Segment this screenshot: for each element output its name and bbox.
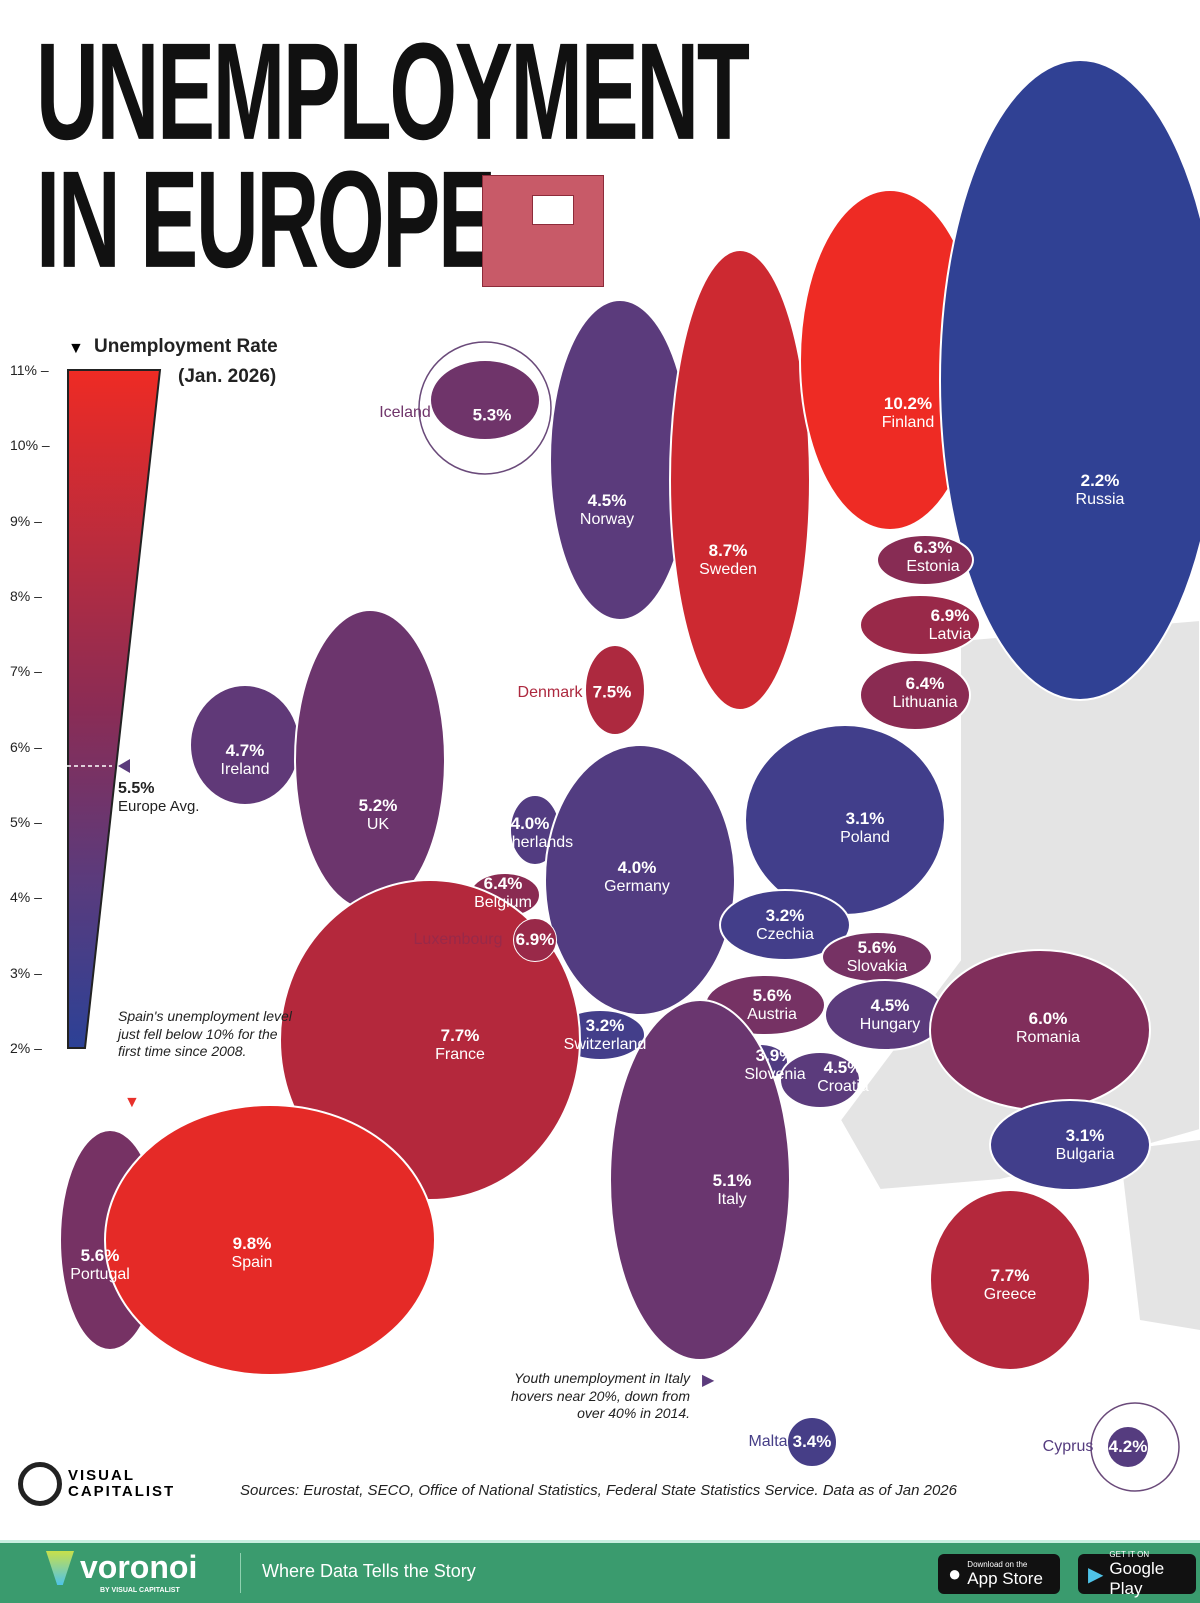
legend-tick-label: 3%	[10, 964, 31, 981]
google-play-small: GET IT ON	[1109, 1549, 1150, 1559]
country-france	[279, 879, 581, 1201]
app-store-small: Download on the	[967, 1559, 1028, 1569]
country-uk	[294, 609, 446, 911]
country-name-luxembourg: Luxembourg	[413, 931, 503, 948]
google-play-button[interactable]: ▶ GET IT ON Google Play	[1078, 1550, 1196, 1598]
legend-tick: 3% –	[10, 964, 42, 981]
title-line-2: IN EUROPE	[36, 141, 496, 297]
legend-tick-label: 7%	[10, 663, 31, 680]
legend-title: Unemployment Rate	[94, 336, 278, 357]
note-spain-arrow-icon: ▼	[124, 1094, 140, 1111]
country-ireland	[189, 684, 301, 806]
legend-tick-label: 11%	[10, 362, 37, 378]
country-poland	[744, 724, 946, 916]
legend-tick: 7% –	[10, 663, 42, 680]
country-germany	[544, 744, 736, 1016]
legend-average-marker	[118, 759, 130, 773]
legend-tick: 11% –	[10, 362, 49, 378]
legend-average: 5.5% Europe Avg.	[118, 780, 199, 815]
app-store-button[interactable]: ● Download on the App Store	[938, 1554, 1060, 1594]
legend-tick: 4% –	[10, 889, 42, 906]
legend-tick: 9% –	[10, 512, 42, 529]
country-estonia	[876, 534, 974, 586]
country-name-malta: Malta	[748, 1433, 788, 1450]
apple-icon: ●	[948, 1561, 962, 1586]
country-spain	[104, 1104, 436, 1376]
inset-circle	[1090, 1402, 1180, 1492]
country-iceland	[429, 359, 541, 441]
legend-tick-label: 9%	[10, 512, 31, 529]
inset-circle	[418, 341, 552, 475]
country-russia	[939, 59, 1200, 701]
legend-scale-bar	[67, 369, 162, 1049]
voronoi-logo-icon	[46, 1551, 74, 1585]
europe-map	[59, 59, 1200, 1492]
country-lithuania	[859, 659, 971, 731]
country-bulgaria	[989, 1099, 1151, 1191]
country-norway	[549, 299, 691, 621]
country-greece	[929, 1189, 1091, 1371]
voronoi-logo[interactable]: voronoi	[80, 1549, 198, 1585]
country-croatia	[779, 1051, 861, 1109]
legend-tick: 8% –	[10, 588, 42, 604]
visual-capitalist-logo: VISUAL CAPITALIST	[18, 1462, 178, 1506]
legend-tick-label: 4%	[10, 889, 31, 906]
note-spain: Spain's unemployment level just fell bel…	[118, 1008, 292, 1059]
footer-bar: voronoi BY VISUAL CAPITALIST Where Data …	[0, 1540, 1200, 1603]
legend-tick: 10% –	[10, 437, 50, 454]
legend-tick: 2% –	[10, 1040, 42, 1056]
country-romania	[929, 949, 1151, 1111]
box-illustration-icon	[462, 135, 632, 295]
country-sweden	[669, 249, 811, 711]
legend-subtitle: (Jan. 2026)	[178, 366, 277, 387]
legend-triangle-icon: ▼	[68, 340, 84, 357]
country-value-cyprus: 4.2%	[1107, 1426, 1149, 1468]
legend-tick: 5% –	[10, 814, 42, 830]
note-italy-arrow-icon: ▶	[702, 1372, 715, 1389]
footer-divider	[240, 1553, 241, 1593]
legend-tick: 6% –	[10, 738, 42, 755]
voronoi-logo-sub: BY VISUAL CAPITALIST	[100, 1587, 180, 1594]
country-czechia	[719, 889, 851, 961]
logo-text: VISUAL CAPITALIST	[68, 1466, 176, 1500]
google-play-label: Google Play	[1109, 1558, 1165, 1598]
country-name-denmark: Denmark	[517, 684, 583, 701]
logo-mark-icon	[18, 1462, 62, 1506]
note-italy: Youth unemployment in Italy hovers near …	[511, 1370, 690, 1421]
legend-tick-label: 6%	[10, 738, 31, 755]
legend-tick-label: 5%	[10, 814, 31, 830]
country-value-luxembourg: 6.9%	[513, 918, 557, 962]
app-store-label: App Store	[967, 1568, 1043, 1588]
country-name-cyprus: Cyprus	[1042, 1438, 1094, 1455]
legend-tick-label: 2%	[10, 1040, 31, 1056]
country-slovakia	[821, 931, 933, 983]
average-label: Europe Avg.	[118, 798, 200, 815]
country-denmark	[584, 644, 646, 736]
country-value-malta: 3.4%	[787, 1417, 837, 1467]
sources: Sources: Eurostat, SECO, Office of Natio…	[240, 1482, 957, 1499]
title-line-1: UNEMPLOYMENT	[36, 13, 750, 169]
country-hungary	[824, 979, 946, 1051]
google-play-icon: ▶	[1088, 1563, 1104, 1586]
country-name-iceland: Iceland	[379, 404, 431, 421]
average-value: 5.5%	[118, 780, 155, 797]
legend-tick-label: 10%	[10, 437, 39, 454]
legend-tick-label: 8%	[10, 588, 31, 604]
country-italy	[609, 999, 791, 1361]
footer-tagline: Where Data Tells the Story	[262, 1561, 476, 1581]
country-latvia	[859, 594, 981, 656]
